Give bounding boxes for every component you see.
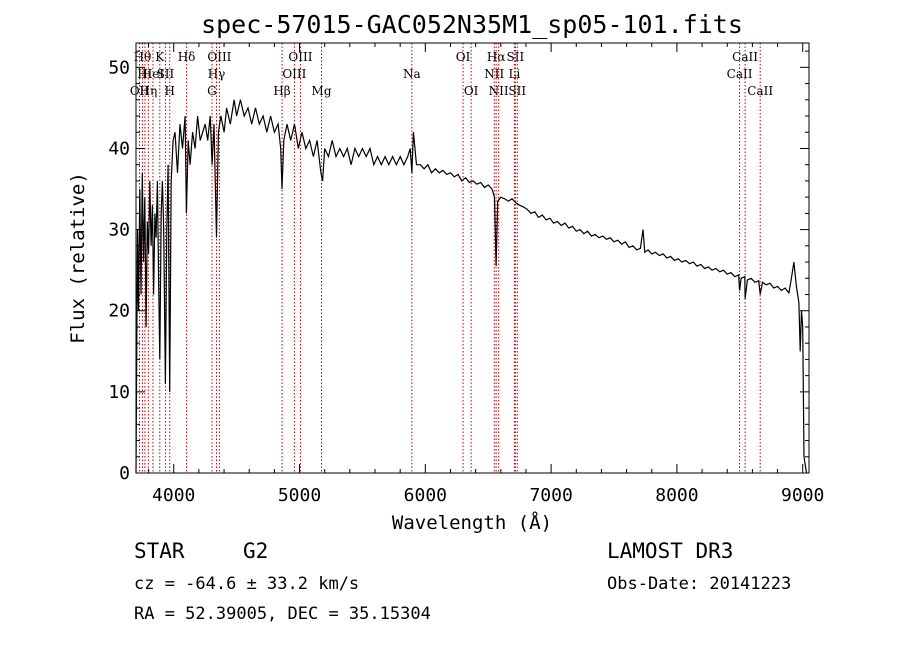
spectral-line-label: OI: [464, 84, 479, 98]
x-axis-label: Wavelength (Å): [392, 511, 552, 534]
spectral-line-label: Hη: [139, 84, 157, 98]
x-tick-label: 6000: [404, 485, 447, 506]
spectral-line-label: OIII: [288, 50, 312, 64]
spectral-line-label: Hγ: [208, 67, 226, 81]
spectral-line-label: Hδ: [178, 50, 196, 64]
coordinates-readout: RA = 52.39005, DEC = 35.15304: [134, 604, 431, 624]
spectral-line-label: NII: [484, 67, 504, 81]
spectral-line-label: CaII: [727, 67, 753, 81]
spectral-lines-layer: OII Hθ Hι Hη HeI K SII H Hδ G Hγ OIII Hβ OIII OIII Mg Na…: [130, 43, 773, 473]
y-axis-label: Flux (relative): [67, 172, 89, 344]
subclass: G2: [243, 539, 269, 563]
x-tick-label: 5000: [278, 485, 321, 506]
spectral-line-label: Hι: [137, 67, 152, 81]
x-tick-label: 8000: [655, 485, 698, 506]
spectral-line-label: SII: [508, 84, 526, 98]
spectral-line-label: OII: [130, 84, 150, 98]
object-type: STAR: [134, 539, 185, 563]
spectral-line-label: H: [164, 84, 174, 98]
x-tick-label: 9000: [781, 485, 824, 506]
y-tick-label: 10: [108, 382, 130, 403]
spectral-line-label: K: [155, 50, 165, 64]
spectral-line-label: OIII: [282, 67, 306, 81]
spectral-line-label: SII: [157, 67, 175, 81]
obs-date: Obs-Date: 20141223: [607, 574, 792, 594]
spectral-line-label: Hα: [487, 50, 506, 64]
y-tick-label: 40: [108, 138, 130, 159]
spectral-line-label: OI: [456, 50, 471, 64]
spectral-line-label: Hθ: [134, 50, 152, 64]
survey-name: LAMOST DR3: [607, 539, 734, 563]
spectral-line-label: SII: [507, 50, 525, 64]
y-tick-label: 0: [119, 463, 130, 484]
plot-frame: [135, 42, 810, 474]
x-tick-label: 7000: [529, 485, 572, 506]
y-tick-label: 50: [108, 57, 130, 78]
spectral-line-label: HeI: [142, 67, 165, 81]
spectrum-line: [135, 99, 808, 474]
spectral-line-label: Mg: [312, 84, 332, 98]
chart-title: spec-57015-GAC052N35M1_sp05-101.fits: [201, 10, 743, 39]
y-axis-ticks: 0 10 20 30 40 50: [108, 50, 809, 484]
y-tick-label: 20: [108, 301, 130, 322]
spectral-line-label: Li: [508, 67, 520, 81]
spectral-line-label: OIII: [207, 50, 231, 64]
spectral-line-label: Na: [403, 67, 421, 81]
x-tick-label: 4000: [152, 485, 195, 506]
spectral-line-label: CaII: [732, 50, 758, 64]
spectral-line-label: G: [207, 84, 217, 98]
redshift-readout: cz = -64.6 ± 33.2 km/s: [134, 574, 360, 594]
y-tick-label: 30: [108, 220, 130, 241]
spectral-line-label: Hβ: [273, 84, 290, 98]
x-axis-ticks: 4000 5000 6000 7000 8000 9000: [148, 43, 824, 506]
spectral-line-label: CaII: [747, 84, 773, 98]
spectral-line-label: NII: [489, 84, 509, 98]
